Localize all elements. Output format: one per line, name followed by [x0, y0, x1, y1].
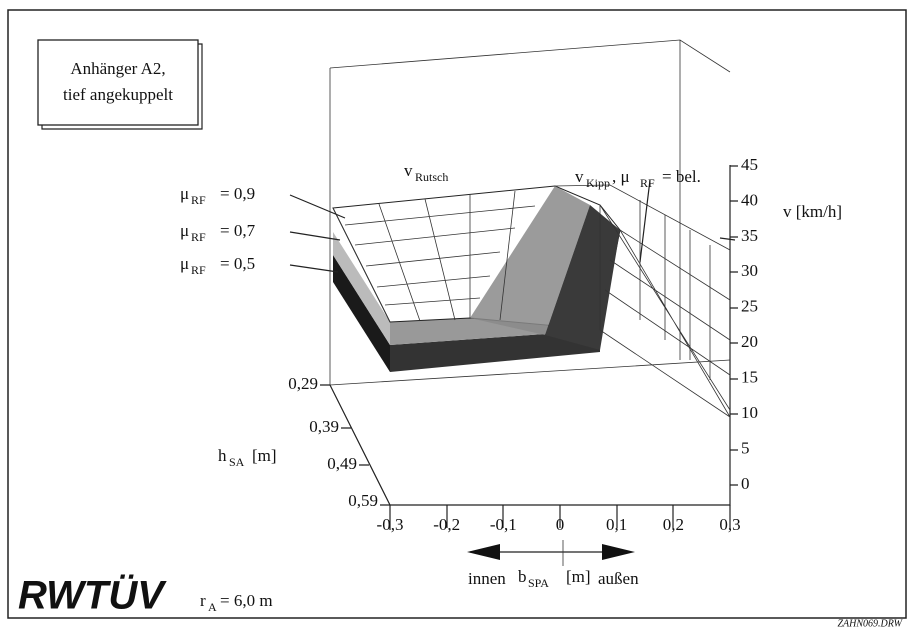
innen: innen [468, 569, 506, 588]
h-tick-label: 0,29 [288, 374, 318, 393]
mu-sub: RF [191, 193, 206, 207]
v-tick-label: 0 [741, 474, 750, 493]
v-tick-label: 45 [741, 155, 758, 174]
mu-value: = 0,7 [220, 221, 256, 240]
aussen: außen [598, 569, 639, 588]
kipp-mid: , μ [612, 167, 630, 186]
box-line: Anhänger A2, [70, 59, 165, 78]
mu-labels: μ RF = 0,9 μ RF = 0,7 μ RF = 0,5 [180, 184, 256, 277]
v-tick-label: 40 [741, 190, 758, 209]
b-tick-label: -0,3 [377, 515, 404, 534]
arrow-head [602, 544, 635, 560]
arrow-head [467, 544, 500, 560]
b-sub: SPA [528, 576, 549, 590]
mu-symbol: μ [180, 254, 189, 273]
info-box [37, 39, 199, 126]
mu-sub: RF [191, 263, 206, 277]
axes-box [320, 39, 738, 530]
rutsch-sub: Rutsch [415, 170, 448, 184]
surface [332, 184, 731, 418]
v-tick-label: 20 [741, 332, 758, 351]
r-label: r [200, 591, 206, 610]
b-tick-label: 0,3 [719, 515, 740, 534]
b-tick-label: -0,1 [490, 515, 517, 534]
h-label: h [218, 446, 227, 465]
mu-symbol: μ [180, 221, 189, 240]
leader [289, 179, 736, 273]
r-sub: A [208, 600, 217, 614]
b-tick-label: 0,2 [663, 515, 684, 534]
b-label: b [518, 567, 527, 586]
v-tick-label: 15 [741, 368, 758, 387]
v-tick-label: 10 [741, 403, 758, 422]
v-tick-label: 30 [741, 261, 758, 280]
rutsch-v: v [404, 161, 413, 180]
box-shadow [41, 43, 203, 130]
mu-symbol: μ [180, 184, 189, 203]
kipp-end: = bel. [662, 167, 701, 186]
h-tick-label: 0,49 [327, 454, 357, 473]
file-name: ZAHN069.DRW [837, 618, 903, 629]
box-line: tief angekuppelt [63, 85, 173, 104]
v-axis-label: v [km/h] [783, 202, 842, 221]
h-tick-label: 0,39 [309, 417, 339, 436]
mu-value: = 0,5 [220, 254, 255, 273]
b-unit: [m] [566, 567, 591, 586]
kipp-v: v [575, 167, 584, 186]
b-tick-label: 0,1 [606, 515, 627, 534]
r-value: = 6,0 m [220, 591, 273, 610]
h-tick-label: 0,59 [348, 491, 378, 510]
v-tick-label: 5 [741, 438, 750, 457]
mu-sub: RF [191, 230, 206, 244]
v-tick-label: 35 [741, 226, 758, 245]
h-sub: SA [229, 455, 245, 469]
kipp-sub2: RF [640, 176, 655, 190]
kipp-sub: Kipp [586, 176, 610, 190]
logo: RWTÜV [18, 573, 167, 618]
frame [7, 9, 907, 619]
h-unit: [m] [252, 446, 277, 465]
mu-value: = 0,9 [220, 184, 255, 203]
b-tick-label: -0,2 [433, 515, 460, 534]
v-tick-label: 25 [741, 297, 758, 316]
b-tick-label: 0 [556, 515, 565, 534]
